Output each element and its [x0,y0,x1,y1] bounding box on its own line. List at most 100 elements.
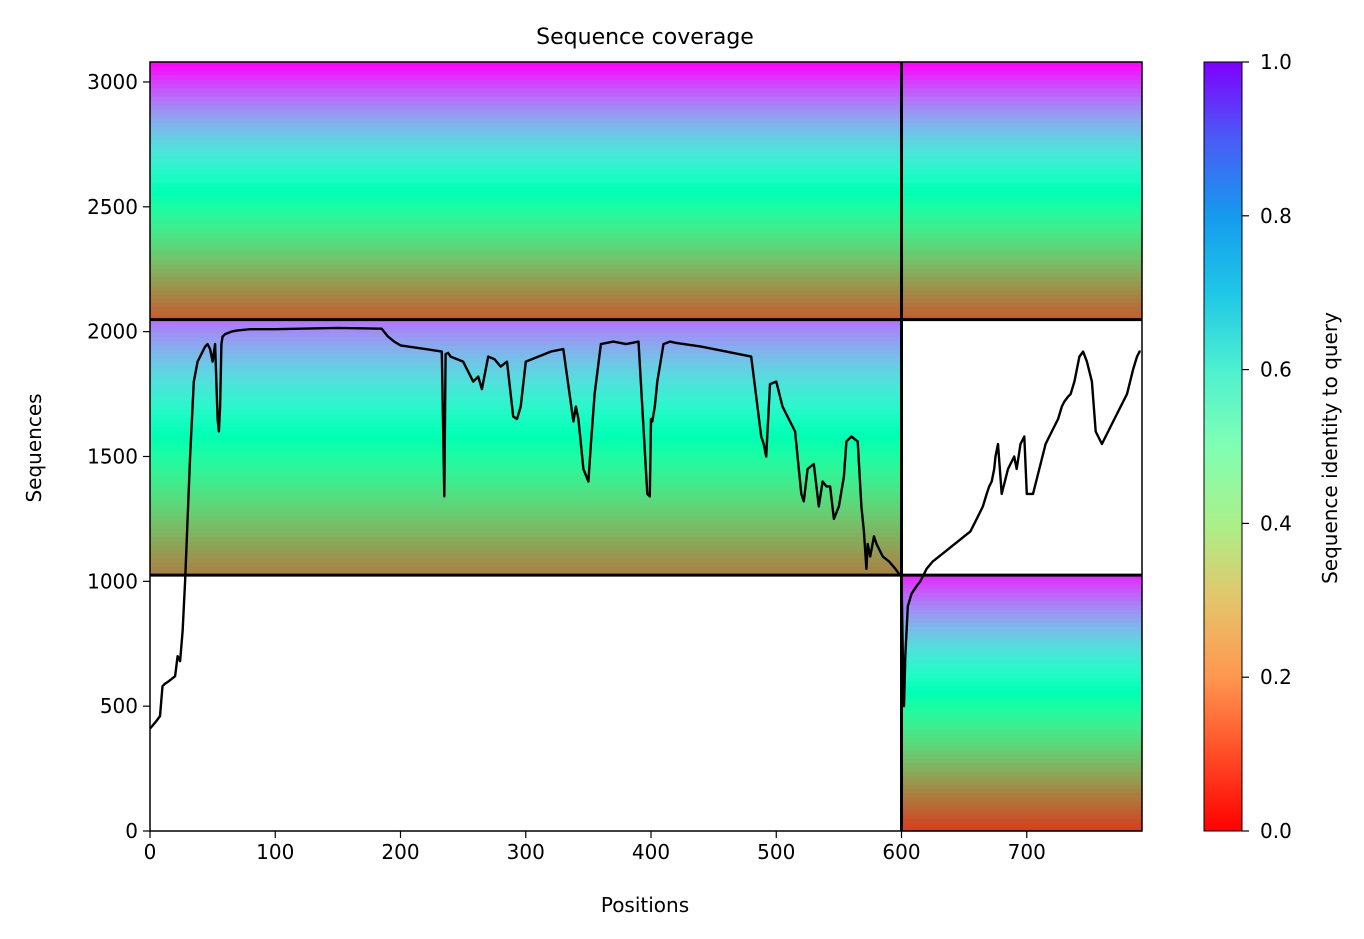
heat-row [150,430,902,436]
heat-row [150,233,902,239]
heat-row [150,104,902,110]
y-tick-label: 2500 [87,195,138,219]
block-both-chains-chain1 [150,62,902,321]
heat-row [901,813,1142,819]
heat-row [901,724,1142,730]
heat-row [901,281,1142,286]
heat-row [150,135,902,140]
heat-row [901,660,1142,666]
heat-row [150,336,902,342]
heat-row [150,570,902,576]
heat-row [150,536,902,542]
heat-row [901,673,1142,679]
heat-row [901,579,1142,585]
heat-row [150,79,902,85]
heat-row [150,208,902,213]
y-axis-label: Sequences [22,393,46,502]
heat-row [150,370,902,376]
plot-area [149,61,1143,832]
heat-row [901,677,1142,683]
block-both-chains-chain2 [901,62,1142,321]
x-tick-label: 0 [144,840,157,864]
heat-row [150,147,902,153]
heat-row [150,126,902,132]
heat-row [901,626,1142,632]
heat-row [150,498,902,504]
heat-row [901,177,1142,183]
heat-row [901,622,1142,627]
heat-row [901,698,1142,704]
heat-row [901,809,1142,815]
heat-row [901,647,1142,653]
heat-row [150,152,902,158]
heat-row [901,255,1142,261]
heat-row [901,775,1142,781]
heat-row [901,805,1142,811]
heat-row [901,216,1142,222]
heat-row [150,281,902,286]
heat-row [901,186,1142,192]
heat-row [150,113,902,119]
heat-row [150,156,902,162]
chart-title: Sequence coverage [536,25,754,50]
heat-row [901,199,1142,205]
heat-row [901,767,1142,772]
y-tick-label: 500 [100,694,138,718]
heat-row [150,212,902,218]
heat-row [150,109,902,115]
heat-row [150,485,902,491]
heat-row [150,558,902,563]
heat-row [150,182,902,188]
heat-row [150,455,902,461]
heat-row [150,404,902,410]
heat-row [150,92,902,97]
heat-row [901,122,1142,128]
heat-row [901,182,1142,188]
heat-row [901,190,1142,196]
y-axis: 0 500 1000 1500 2000 2500 3000 [87,70,150,843]
heat-row [150,451,902,457]
x-axis: 0 100 200 300 400 500 600 700 [144,831,1046,864]
heat-row [901,788,1142,794]
heat-row [901,771,1142,777]
heat-row [901,87,1142,93]
heat-row [901,587,1142,593]
heat-row [901,801,1142,807]
heat-row [150,70,902,76]
y-tick-label: 1000 [87,569,138,593]
heat-row [150,489,902,495]
heat-row [901,630,1142,636]
heat-row [150,293,902,299]
heat-row [901,117,1142,123]
heat-row [901,703,1142,708]
heat-row [901,664,1142,670]
heat-row [150,511,902,517]
heat-row [901,617,1142,623]
heat-row [901,737,1142,743]
heat-row [901,139,1142,145]
heat-row [150,190,902,196]
x-tick-label: 300 [507,840,545,864]
heat-row [901,754,1142,760]
heat-row [150,255,902,261]
heat-row [901,796,1142,802]
heat-row [901,583,1142,589]
heat-row [901,302,1142,308]
x-axis-label: Positions [601,893,689,917]
heat-row [150,506,902,512]
heat-row [150,302,902,308]
heat-row [150,515,902,521]
heat-row [901,263,1142,269]
heat-row [150,246,902,252]
heat-row [150,409,902,414]
heat-row [150,311,902,316]
heat-row [150,165,902,170]
heat-row [150,199,902,205]
x-tick-label: 400 [632,840,670,864]
heat-row [901,259,1142,265]
heat-row [901,143,1142,149]
heat-row [901,268,1142,274]
heat-row [150,443,902,448]
heat-row [150,203,902,209]
